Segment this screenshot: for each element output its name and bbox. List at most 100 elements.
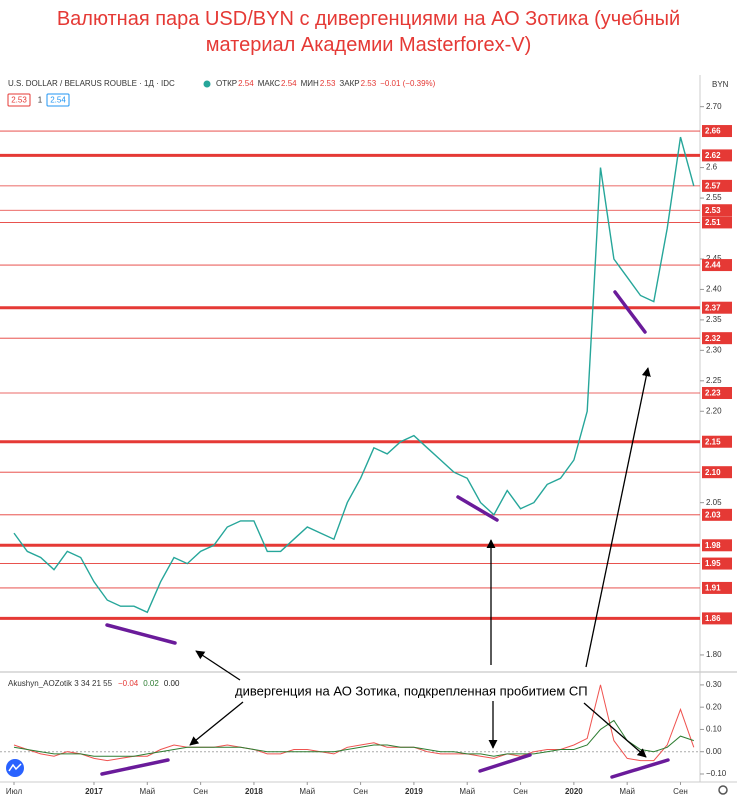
level-label: 2.51 bbox=[705, 218, 721, 227]
x-tick-label: Июл bbox=[6, 787, 23, 796]
level-label: 2.44 bbox=[705, 261, 721, 270]
level-label-box bbox=[702, 612, 732, 625]
symbol: U.S. DOLLAR / BELARUS ROUBLE · 1Д · IDC bbox=[8, 79, 175, 88]
indicator-tick-label: 0.30 bbox=[706, 680, 722, 689]
indicator-tick-label: 0.00 bbox=[706, 747, 722, 756]
ohlc-key: МАКС bbox=[258, 79, 281, 88]
level-label-box bbox=[702, 435, 732, 448]
divergence-line bbox=[610, 758, 670, 779]
grid bbox=[0, 106, 704, 785]
level-label: 1.95 bbox=[705, 559, 721, 568]
ohlc: ОТКР 2.54 МАКС 2.54 МИН 2.53 ЗАКР 2.53 −0.01 (−0… bbox=[216, 79, 436, 88]
indicator-tick-label: 0.10 bbox=[706, 725, 722, 734]
currency: BYN bbox=[712, 80, 729, 89]
indicator-value: 0.00 bbox=[164, 679, 180, 688]
level-label: 2.32 bbox=[705, 334, 721, 343]
ohlc-key: МИН bbox=[301, 79, 319, 88]
y-tick-label: 2.70 bbox=[706, 102, 722, 111]
y-tick-label: 2.6 bbox=[706, 163, 718, 172]
level-label-box bbox=[702, 466, 732, 479]
indicator-value: 0.02 bbox=[143, 679, 159, 688]
level-label-box bbox=[702, 204, 732, 217]
ohlc-value: 2.53 bbox=[361, 79, 377, 88]
level-label: 2.37 bbox=[705, 303, 721, 312]
level-label-box bbox=[702, 216, 732, 229]
quote-value: 1 bbox=[38, 96, 43, 105]
level-label: 1.91 bbox=[705, 584, 721, 593]
level-label-box bbox=[702, 508, 732, 521]
level-label: 2.66 bbox=[705, 127, 721, 136]
quote-value: 2.54 bbox=[50, 96, 66, 105]
y-tick-label: 2.40 bbox=[706, 285, 722, 294]
indicator-value: −0.04 bbox=[118, 679, 139, 688]
y-tick-label: 2.25 bbox=[706, 376, 722, 385]
level-label: 2.15 bbox=[705, 437, 721, 446]
level-label-box bbox=[702, 301, 732, 314]
series-line bbox=[13, 719, 694, 757]
level-label-box bbox=[702, 125, 732, 138]
divergence-line bbox=[478, 753, 532, 773]
y-tick-label: 2.55 bbox=[706, 193, 722, 202]
divergence-line bbox=[100, 758, 170, 776]
y-tick-label: 2.35 bbox=[706, 315, 722, 324]
arrows bbox=[189, 367, 651, 758]
level-label-box bbox=[702, 179, 732, 192]
level-label-box bbox=[702, 581, 732, 594]
x-tick-label: Май bbox=[299, 787, 315, 796]
level-label-box bbox=[702, 557, 732, 570]
chart-title: Валютная пара USD/BYN с дивергенциями на… bbox=[56, 8, 681, 56]
ohlc-key: ОТКР bbox=[216, 79, 237, 88]
x-tick-label: 2019 bbox=[405, 787, 423, 796]
x-tick-label: 2020 bbox=[565, 787, 583, 796]
level-label: 1.86 bbox=[705, 614, 721, 623]
change: −0.01 (−0.39%) bbox=[380, 79, 435, 88]
level-label: 2.53 bbox=[705, 206, 721, 215]
level-label: 2.03 bbox=[705, 510, 721, 519]
x-tick-label: Май bbox=[619, 787, 635, 796]
x-tick-label: Сен bbox=[513, 787, 528, 796]
axis: 2.70 2.6 2.55 2.45 2.40 2.35 2.30 2.25 2.20 2.05 1… bbox=[6, 102, 732, 796]
x-tick-label: Май bbox=[459, 787, 475, 796]
arrow bbox=[585, 367, 651, 668]
level-label: 2.23 bbox=[705, 389, 721, 398]
quote-box bbox=[46, 93, 70, 107]
level-label: 2.62 bbox=[705, 151, 721, 160]
level-label: 1.98 bbox=[705, 541, 721, 550]
title-box: Валютная пара USD/BYN с дивергенциями на… bbox=[56, 8, 681, 56]
y-tick-label: 2.30 bbox=[706, 345, 722, 354]
ohlc-key: ЗАКР bbox=[339, 79, 359, 88]
ohlc-value: 2.54 bbox=[238, 79, 254, 88]
level-label-box bbox=[702, 539, 732, 552]
y-tick-label: 2.20 bbox=[706, 406, 722, 415]
arrow bbox=[189, 701, 244, 746]
x-tick-label: Сен bbox=[673, 787, 688, 796]
indicator-tick-label: −0.10 bbox=[706, 769, 727, 778]
ohlc-value: 2.54 bbox=[281, 79, 297, 88]
level-label-box bbox=[702, 332, 732, 345]
x-tick-label: 2018 bbox=[245, 787, 263, 796]
status-dot bbox=[203, 80, 211, 88]
level-label: 2.57 bbox=[705, 181, 721, 190]
y-tick-label: 2.45 bbox=[706, 254, 722, 263]
divergence-lines bbox=[100, 290, 670, 779]
x-tick-label: 2017 bbox=[85, 787, 103, 796]
ohlc-value: 2.53 bbox=[320, 79, 336, 88]
y-tick-label: 2.05 bbox=[706, 498, 722, 507]
settings-icon[interactable] bbox=[718, 785, 728, 795]
logo bbox=[6, 759, 24, 777]
series-line bbox=[13, 136, 695, 614]
x-tick-label: Сен bbox=[193, 787, 208, 796]
logo-mark bbox=[8, 763, 22, 772]
indicator-name: Akushyn_AOZotik 3 34 21 55 bbox=[8, 679, 113, 688]
indicator-tick-label: 0.20 bbox=[706, 702, 722, 711]
divergence-line bbox=[456, 495, 499, 522]
annotation: дивергенция на АО Зотика, подкрепленная … bbox=[235, 683, 588, 698]
indicator-legend: −0.04 0.02 0.00 bbox=[118, 679, 180, 688]
y-tick-label: 1.80 bbox=[706, 650, 722, 659]
level-label-box bbox=[702, 149, 732, 162]
arrow bbox=[195, 650, 241, 681]
quote-boxes: 2.53 1 2.54 bbox=[7, 93, 70, 107]
divergence-line bbox=[613, 290, 647, 334]
